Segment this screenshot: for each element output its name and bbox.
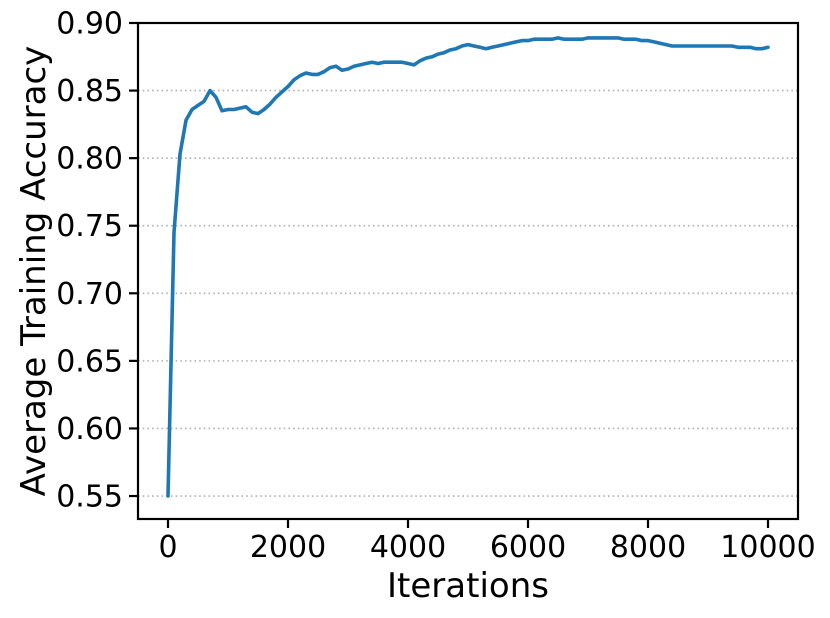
y-tick-label: 0.65 xyxy=(56,344,123,379)
axis-ticks xyxy=(129,21,770,528)
data-series xyxy=(166,36,770,498)
x-axis-label: Iterations xyxy=(387,566,549,606)
tick-labels: 0.55 0.60 0.65 0.70 0.75 0.80 0.85 0.90 0 2000 400… xyxy=(56,7,816,566)
x-tick-label: 8000 xyxy=(610,530,686,565)
x-tick-label: 4000 xyxy=(370,530,446,565)
y-tick-label: 0.75 xyxy=(56,209,123,244)
x-tick-label: 6000 xyxy=(490,530,566,565)
y-axis-label: Average Training Accuracy xyxy=(14,46,54,497)
axes-spines xyxy=(136,21,800,521)
gridlines xyxy=(138,22,798,497)
x-tick-label: 0 xyxy=(158,530,177,565)
y-tick-label: 0.85 xyxy=(56,74,123,109)
accuracy-line xyxy=(166,36,770,498)
x-tick-label: 10000 xyxy=(720,530,815,565)
y-tick-label: 0.80 xyxy=(56,142,123,177)
y-tick-label: 0.60 xyxy=(56,412,123,447)
y-tick-label: 0.55 xyxy=(56,480,123,515)
y-tick-label: 0.70 xyxy=(56,277,123,312)
y-tick-label: 0.90 xyxy=(56,7,123,42)
x-tick-label: 2000 xyxy=(250,530,326,565)
